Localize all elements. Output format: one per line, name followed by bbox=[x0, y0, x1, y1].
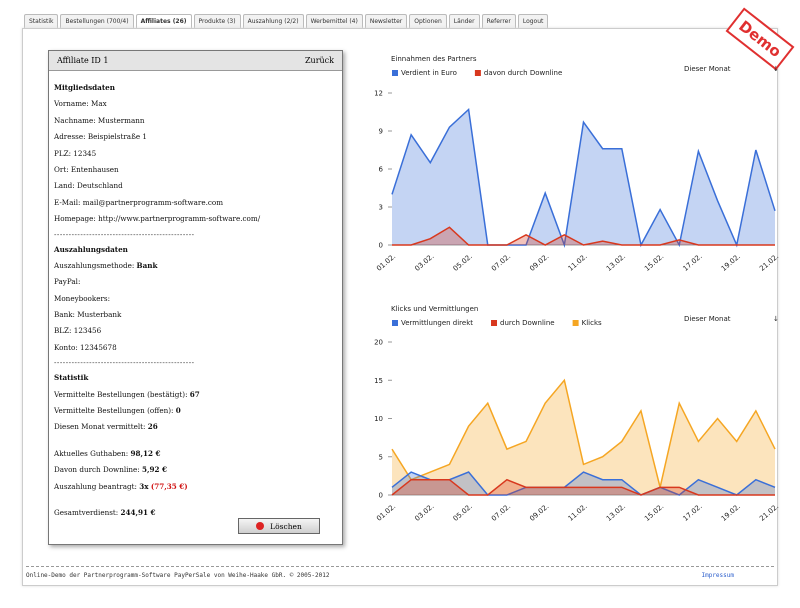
info-row: Vorname: Max bbox=[54, 96, 337, 112]
section-heading: Statistik bbox=[54, 373, 89, 383]
info-row: Ort: Entenhausen bbox=[54, 162, 337, 178]
info-row: BLZ: 123456 bbox=[54, 323, 337, 339]
tab[interactable]: Optionen bbox=[409, 14, 447, 28]
row-label: E-Mail: mail@partnerprogramm-software.co… bbox=[54, 197, 224, 207]
tab[interactable]: Newsletter bbox=[364, 14, 408, 28]
separator: ----------------------------------------… bbox=[54, 229, 195, 239]
footer-link[interactable]: Impressum bbox=[701, 572, 734, 579]
row-value: 0 bbox=[175, 406, 181, 416]
row-label: Auszahlung beantragt: bbox=[54, 481, 140, 491]
info-row: Auszahlung beantragt: 3x (77,35 €) bbox=[54, 479, 337, 495]
row-value: Bank bbox=[136, 260, 158, 270]
info-row: Davon durch Downline: 5,92 € bbox=[54, 462, 337, 478]
tab[interactable]: Bestellungen (700/4) bbox=[60, 14, 134, 28]
row-label: Vorname: Max bbox=[54, 99, 107, 109]
panel-body: Mitgliedsdaten Vorname: Max Nachname: Must… bbox=[49, 71, 342, 521]
button-label: Löschen bbox=[270, 521, 302, 531]
content-frame bbox=[22, 28, 778, 586]
footer: Online-Demo der Partnerprogramm-Software… bbox=[26, 566, 774, 579]
row-label: Adresse: Beispielstraße 1 bbox=[54, 132, 148, 142]
row-label: Bank: Musterbank bbox=[54, 310, 122, 320]
row-value: 3x bbox=[139, 481, 149, 491]
info-row: Homepage: http://www.partnerprogramm-sof… bbox=[54, 211, 337, 227]
spacer bbox=[54, 436, 337, 446]
row-label: Vermittelte Bestellungen (bestätigt): bbox=[54, 389, 190, 399]
info-row: Gesamtverdienst: 244,91 € bbox=[54, 505, 337, 521]
tab[interactable]: Auszahlung (2/2) bbox=[242, 14, 304, 28]
info-row: Bank: Musterbank bbox=[54, 307, 337, 323]
spacer bbox=[54, 495, 337, 505]
info-row: Konto: 12345678 bbox=[54, 340, 337, 356]
info-row: E-Mail: mail@partnerprogramm-software.co… bbox=[54, 195, 337, 211]
affiliate-panel: Affiliate ID 1 Zurück Mitgliedsdaten Vorn… bbox=[48, 50, 343, 545]
section-heading: Auszahlungsdaten bbox=[54, 244, 128, 254]
info-row: Diesen Monat vermittelt: 26 bbox=[54, 419, 337, 435]
row-label: Konto: 12345678 bbox=[54, 342, 117, 352]
tab[interactable]: Länder bbox=[448, 14, 480, 28]
info-row: Moneybookers: bbox=[54, 291, 337, 307]
row-label: Aktuelles Guthaben: bbox=[54, 448, 131, 458]
row-value: 67 bbox=[189, 389, 200, 399]
tab[interactable]: Statistik bbox=[24, 14, 59, 28]
row-value: 244,91 € bbox=[120, 507, 156, 517]
info-row: Adresse: Beispielstraße 1 bbox=[54, 129, 337, 145]
separator: ----------------------------------------… bbox=[54, 358, 195, 368]
row-label: PLZ: 12345 bbox=[54, 148, 97, 158]
row-label: Land: Deutschland bbox=[54, 181, 123, 191]
row-label: Homepage: http://www.partnerprogramm-sof… bbox=[54, 214, 261, 224]
delete-button[interactable]: Löschen bbox=[238, 518, 320, 534]
row-label: Moneybookers: bbox=[54, 293, 111, 303]
row-value: 98,12 € bbox=[130, 448, 161, 458]
delete-icon bbox=[256, 522, 265, 530]
info-row: Vermittelte Bestellungen (offen): 0 bbox=[54, 403, 337, 419]
tab[interactable]: Referrer bbox=[481, 14, 516, 28]
row-label: PayPal: bbox=[54, 277, 81, 287]
panel-title: Affiliate ID 1 bbox=[57, 56, 109, 65]
info-row: PayPal: bbox=[54, 274, 337, 290]
tab[interactable]: Affiliates (26) bbox=[135, 14, 192, 28]
row-label: Diesen Monat vermittelt: bbox=[54, 422, 148, 432]
row-label: Nachname: Mustermann bbox=[54, 115, 145, 125]
row-note: (77,35 €) bbox=[150, 481, 188, 491]
info-row: Nachname: Mustermann bbox=[54, 113, 337, 129]
row-label: Ort: Entenhausen bbox=[54, 164, 119, 174]
info-row: PLZ: 12345 bbox=[54, 146, 337, 162]
tab[interactable]: Produkte (3) bbox=[193, 14, 241, 28]
panel-header: Affiliate ID 1 Zurück bbox=[49, 51, 342, 71]
row-label: Davon durch Downline: bbox=[54, 465, 143, 475]
row-label: Vermittelte Bestellungen (offen): bbox=[54, 406, 176, 416]
row-value: 5,92 € bbox=[142, 465, 168, 475]
tab[interactable]: Werbemittel (4) bbox=[305, 14, 363, 28]
section-heading: Mitgliedsdaten bbox=[54, 83, 115, 92]
footer-text: Online-Demo der Partnerprogramm-Software… bbox=[26, 572, 330, 579]
back-link[interactable]: Zurück bbox=[304, 56, 334, 65]
tab-bar: Statistik Bestellungen (700/4) Affiliates … bbox=[24, 14, 549, 28]
info-row: Aktuelles Guthaben: 98,12 € bbox=[54, 446, 337, 462]
row-label: BLZ: 123456 bbox=[54, 326, 102, 336]
row-label: Auszahlungsmethode: bbox=[54, 260, 137, 270]
row-value: 26 bbox=[147, 422, 158, 432]
tab[interactable]: Logout bbox=[517, 14, 549, 28]
info-row: Vermittelte Bestellungen (bestätigt): 67 bbox=[54, 387, 337, 403]
info-row: Auszahlungsmethode: Bank bbox=[54, 258, 337, 274]
row-label: Gesamtverdienst: bbox=[54, 507, 121, 517]
info-row: Land: Deutschland bbox=[54, 178, 337, 194]
